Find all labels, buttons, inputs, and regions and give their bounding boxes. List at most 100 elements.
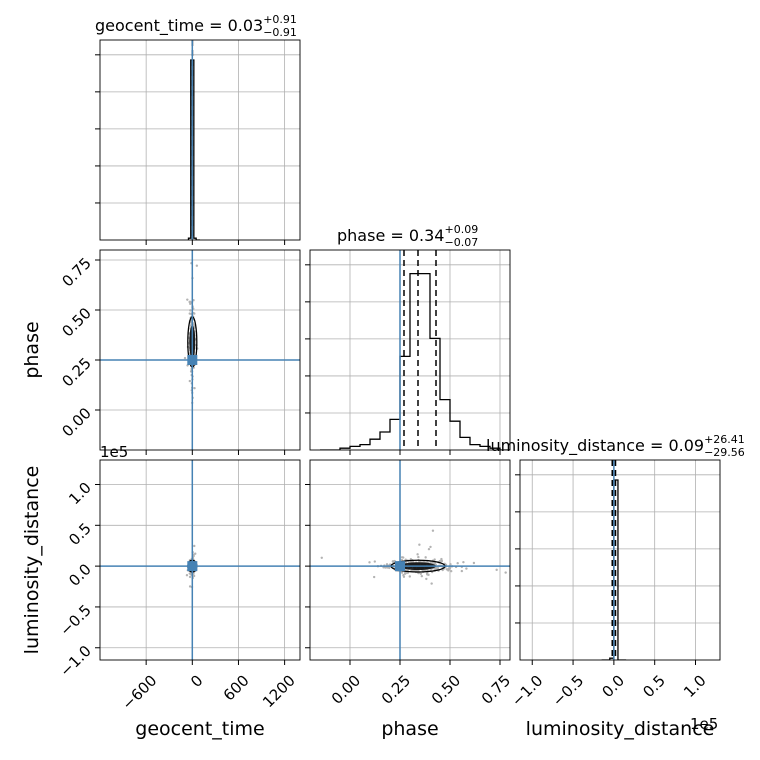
title-luminosity-distance: luminosity_distance = 0.09+26.41 −29.56 xyxy=(486,433,745,459)
y-tick-label: 0.00 xyxy=(58,404,94,440)
panel-content xyxy=(601,460,627,660)
xlabel-luminosity-distance: luminosity_distance xyxy=(526,718,715,740)
scatter-point xyxy=(186,298,189,301)
scatter-point xyxy=(373,560,376,563)
x-tick-label: 0 xyxy=(187,672,206,691)
panel-frame xyxy=(99,39,301,241)
y-tick-label: −1.0 xyxy=(56,642,94,680)
scatter-point xyxy=(195,264,199,267)
panel-geocent_time-luminosity_distance: −600 0 600 1200 −1.0−0.5 0.0 0.5 1.0 xyxy=(56,459,301,714)
panel-geocent_time-geocent_time xyxy=(95,39,301,245)
x-tick-label: −600 xyxy=(119,672,161,714)
scatter-point xyxy=(188,575,192,579)
scatter-point xyxy=(424,556,427,559)
histogram-geocent_time xyxy=(187,59,200,240)
scatter-point xyxy=(465,567,468,570)
x-tick-label: −1.0 xyxy=(508,672,546,710)
panel-phase-phase xyxy=(305,249,511,455)
x-tick-label: 0.0 xyxy=(599,672,629,702)
x-tick-label: 0.75 xyxy=(478,672,514,708)
x-tick-label: −0.5 xyxy=(549,672,587,710)
scatter-point xyxy=(385,563,389,566)
x-tick-label: 600 xyxy=(220,672,253,705)
xlabel-phase: phase xyxy=(381,718,438,740)
panel-frame xyxy=(99,249,301,451)
scatter-point xyxy=(440,559,444,563)
panel-frame xyxy=(99,459,301,661)
scatter-point xyxy=(495,568,498,572)
scatter-point xyxy=(189,302,192,306)
panel-frame xyxy=(519,459,721,661)
panel-frame xyxy=(309,249,511,451)
ylabel-luminosity-distance: luminosity_distance xyxy=(21,466,43,655)
scatter-point xyxy=(430,582,433,585)
scatter-point xyxy=(449,569,453,573)
panel-content xyxy=(187,40,200,240)
scatter-point xyxy=(416,553,419,556)
scatter-point xyxy=(417,555,420,559)
scatter-point xyxy=(387,566,391,570)
y-tick-label: 1.0 xyxy=(65,479,95,509)
y-tick-label: 0.5 xyxy=(65,519,95,549)
scatter-point xyxy=(193,544,196,548)
panel-geocent_time-phase: 0.00 0.25 0.50 0.75 xyxy=(58,249,301,455)
scatter-point xyxy=(188,312,191,315)
injection-marker xyxy=(395,561,405,572)
scatter-point xyxy=(433,558,436,561)
scatter-point xyxy=(418,543,421,546)
panel-content xyxy=(100,250,300,450)
x-tick-label: 0.5 xyxy=(639,672,669,702)
scatter-point xyxy=(425,577,428,581)
scatter-point xyxy=(193,386,196,390)
x-tick-label: 0.25 xyxy=(378,672,414,708)
scatter-point xyxy=(391,560,395,563)
y-tick-label: 0.75 xyxy=(58,254,94,290)
scatter-point xyxy=(400,571,404,574)
scatter-point xyxy=(429,545,432,549)
scatter-point xyxy=(183,356,187,360)
offset-label-x: 1e5 xyxy=(690,715,718,733)
x-tick-label: 1.0 xyxy=(680,672,710,702)
scatter-point xyxy=(440,557,443,561)
scatter-point xyxy=(462,560,465,564)
panel-phase-luminosity_distance: 0.00 0.25 0.50 0.75 xyxy=(305,459,514,708)
scatter-point xyxy=(402,575,406,578)
panel-frame xyxy=(309,459,511,661)
scatter-point xyxy=(188,585,192,588)
scatter-point xyxy=(408,575,412,578)
scatter-point xyxy=(189,309,192,312)
scatter-point xyxy=(192,574,196,578)
y-tick-label: 0.50 xyxy=(58,304,94,340)
scatter-point xyxy=(185,574,189,577)
scatter-point xyxy=(386,566,389,569)
histogram-phase xyxy=(320,272,510,450)
x-tick-label: 0.00 xyxy=(328,672,364,708)
scatter-point xyxy=(402,556,405,559)
panel-content xyxy=(320,250,510,450)
y-tick-label: −0.5 xyxy=(56,601,94,639)
panel-content xyxy=(310,460,510,660)
scatter-point xyxy=(188,300,192,303)
ylabel-phase: phase xyxy=(21,321,43,378)
offset-label-y: 1e5 xyxy=(100,443,128,461)
injection-marker xyxy=(187,561,198,572)
scatter-point xyxy=(320,556,323,560)
x-tick-label: 0.50 xyxy=(428,672,464,708)
scatter-point xyxy=(460,569,464,573)
injection-marker xyxy=(187,355,198,365)
scatter-point xyxy=(425,572,429,575)
scatter-point xyxy=(372,575,376,579)
scatter-point xyxy=(368,561,371,564)
scatter-point xyxy=(431,529,435,532)
title-geocent-time: geocent_time = 0.03+0.91 −0.91 xyxy=(95,13,297,39)
scatter-point xyxy=(419,572,423,575)
scatter-point xyxy=(456,561,459,565)
scatter-point xyxy=(420,574,424,578)
scatter-point xyxy=(427,547,431,551)
scatter-point xyxy=(410,569,413,572)
y-tick-label: 0.0 xyxy=(65,560,95,590)
panel-luminosity_distance-luminosity_distance: −1.0 −0.5 0.0 0.5 1.0 xyxy=(508,459,721,710)
x-tick-label: 1200 xyxy=(259,672,299,712)
panel-content xyxy=(100,460,300,660)
